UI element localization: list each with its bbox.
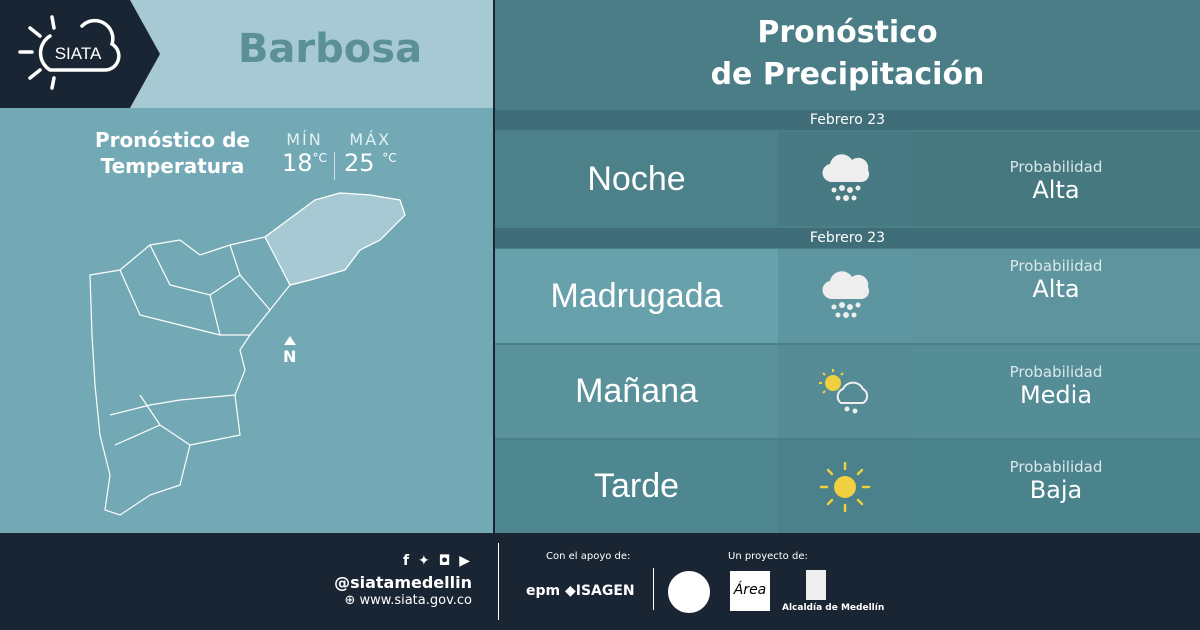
alcaldia-label: Alcaldía de Medellín [782,603,885,613]
barbosa-highlight [264,192,406,286]
divider [334,152,335,180]
municipality-map [89,192,406,516]
heavy-rain-cloud-icon [778,132,912,226]
website-link[interactable]: ⊕ www.siata.gov.co [344,593,472,608]
min-temp: MÍN 18°C [282,130,327,177]
north-arrow-icon [283,336,296,345]
north-indicator: N [283,336,296,366]
city-name: Barbosa [237,26,423,72]
support-logos: epm ◆ISAGEN [526,583,635,599]
alcaldia-shield [806,570,826,600]
project-label: Un proyecto de: [728,551,808,562]
svg-text:SIATA: SIATA [55,44,102,63]
forecast-row-noche: Noche Probabilidad Alta [495,132,1200,226]
footer: f ✦ ◘ ▶ @siatamedellin ⊕ www.siata.gov.c… [0,533,1200,630]
date-band: Febrero 23 [495,110,1200,130]
globe-icon: ⊕ [344,593,360,608]
temperature-panel [0,108,493,533]
university-seal [668,571,710,613]
sun-icon [778,440,912,533]
temperature-title: Pronóstico de Temperatura [95,128,250,178]
heavy-rain-cloud-icon [778,249,912,343]
max-temp: MÁX 25 °C [344,130,397,177]
social-handle[interactable]: @siatamedellin [334,573,472,592]
support-label: Con el apoyo de: [546,551,631,562]
area-metropolitana-logo: Área [730,571,770,611]
forecast-row-tarde: Tarde Probabilidad Baja [495,440,1200,533]
forecast-row-manana: Mañana Probabilidad Media [495,345,1200,438]
siata-logo: SIATA [0,0,160,108]
precipitation-header: Pronóstico de Precipitación [495,0,1200,108]
date-band: Febrero 23 [495,228,1200,248]
forecast-row-madrugada: Madrugada Probabilidad Alta [495,249,1200,343]
social-icons[interactable]: f ✦ ◘ ▶ [403,553,472,569]
sun-rain-cloud-icon [778,345,912,438]
